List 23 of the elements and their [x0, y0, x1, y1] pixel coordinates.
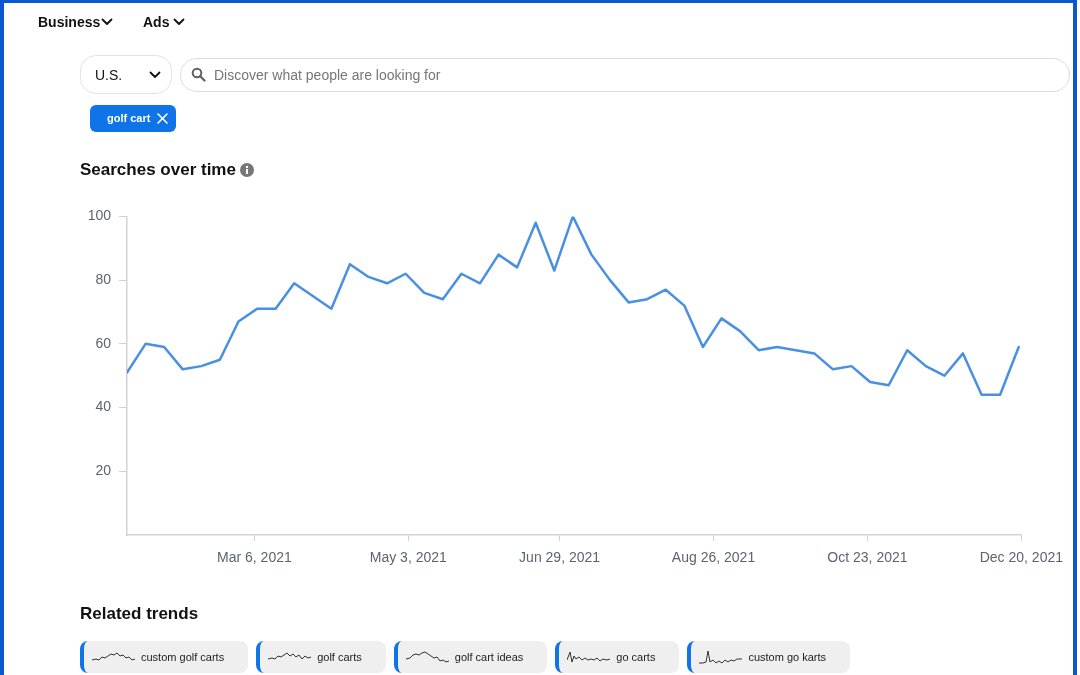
y-tick-label: 80 — [95, 270, 112, 287]
x-tick-label: Aug 26, 2021 — [671, 549, 756, 566]
text: Business — [38, 14, 101, 30]
text: U.S. — [95, 67, 123, 83]
y-tick-label: 60 — [95, 334, 112, 351]
x-tick-label: Jun 29, 2021 — [519, 549, 601, 566]
text: golf cart — [107, 112, 151, 125]
chart-title: Searches over time — [80, 160, 236, 180]
topic-chip: custom go karts — [687, 641, 851, 673]
text: Related trends — [80, 604, 199, 624]
x-tick-label: Dec 20, 2021 — [979, 549, 1064, 566]
text: Discover what people are looking for — [214, 67, 441, 83]
topic-chip: golf cart ideas — [393, 641, 548, 673]
x-tick-label: Oct 23, 2021 — [827, 549, 908, 566]
x-tick-label: Mar 6, 2021 — [217, 549, 292, 566]
y-tick-label: 100 — [87, 207, 112, 224]
text: Ads — [143, 14, 170, 30]
y-tick-label: 20 — [95, 462, 112, 479]
topic-chip: go carts — [555, 641, 680, 673]
topic-chip: golf carts — [256, 641, 386, 673]
y-tick-label: 40 — [95, 398, 112, 415]
x-tick-label: May 3, 2021 — [369, 549, 448, 566]
topic-chip: custom golf carts — [80, 641, 249, 673]
